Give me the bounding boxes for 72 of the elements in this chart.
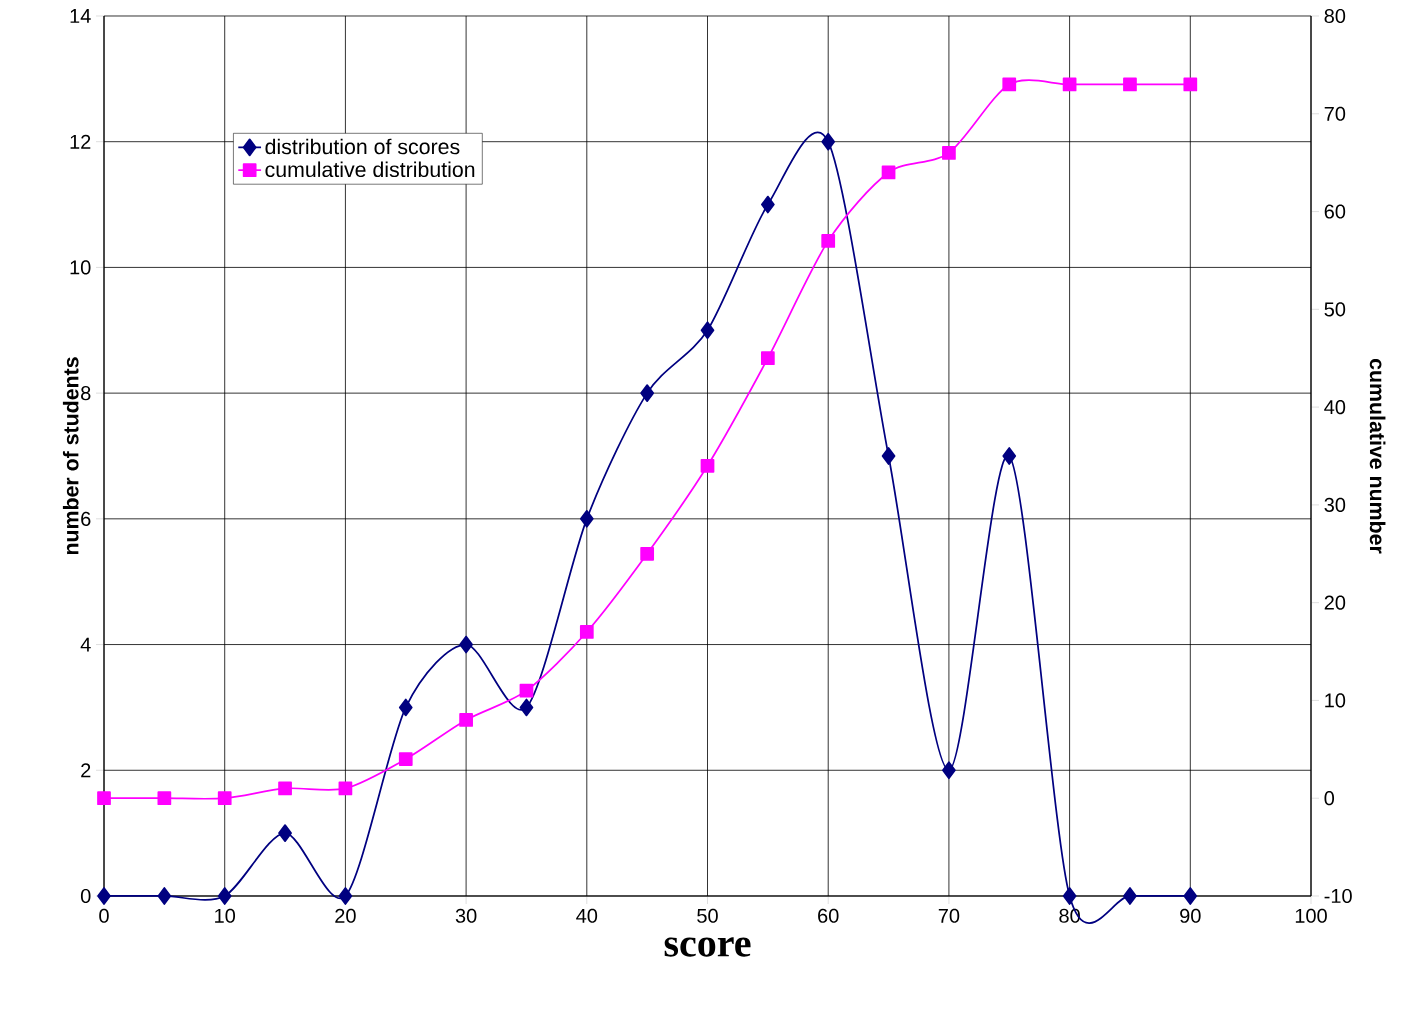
- point: [1062, 887, 1077, 905]
- y-axis-title: number of students: [62, 357, 79, 555]
- point: [519, 698, 534, 717]
- point: [942, 146, 956, 160]
- point: [97, 791, 111, 806]
- point: [217, 887, 232, 905]
- y-tick-label: 14: [70, 9, 91, 23]
- y-tick-label: 12: [70, 134, 91, 149]
- point: [97, 887, 111, 905]
- point: [881, 165, 896, 180]
- point: [217, 791, 232, 806]
- y2-tick-label: 20: [1324, 595, 1346, 610]
- point: [579, 625, 594, 639]
- point: [700, 458, 715, 473]
- y-tick-label: 0: [80, 888, 91, 904]
- x-axis-title: score: [664, 937, 751, 957]
- point: [459, 713, 473, 727]
- point: [157, 791, 172, 806]
- x-tick-label: 100: [1295, 908, 1327, 923]
- y-tick-label: 8: [81, 386, 91, 401]
- y-tick-label: 6: [81, 511, 91, 526]
- point: [1123, 887, 1137, 905]
- x-tick-label: 10: [215, 908, 236, 923]
- y2-tick-label: 50: [1324, 302, 1346, 317]
- point: [278, 781, 292, 796]
- y2-tick-label: 40: [1324, 400, 1346, 415]
- y2-tick-label: 60: [1324, 204, 1346, 219]
- x-tick-label: 60: [818, 908, 839, 923]
- point: [398, 752, 413, 766]
- point: [1002, 77, 1017, 92]
- point: [821, 132, 836, 151]
- point: [338, 781, 353, 796]
- point: [398, 698, 413, 717]
- point: [760, 195, 775, 214]
- y2-tick-label: 10: [1325, 693, 1346, 708]
- point: [519, 683, 534, 698]
- x-tick-label: 40: [576, 908, 598, 923]
- x-tick-label: 90: [1180, 908, 1201, 923]
- point: [157, 887, 172, 905]
- x-tick-label: 50: [697, 908, 718, 923]
- x-tick-label: 20: [335, 908, 356, 923]
- x-tick-label: 80: [1059, 908, 1080, 923]
- point: [459, 635, 473, 654]
- point: [1062, 77, 1077, 92]
- x-tick-label: 70: [938, 908, 960, 923]
- legend-label: distribution of scores: [265, 138, 460, 155]
- y2-axis-title: cumulative number: [1369, 359, 1386, 554]
- point: [942, 761, 956, 780]
- y2-tick-label: 80: [1324, 8, 1346, 24]
- legend-label: cumulative distribution: [265, 161, 475, 178]
- y2-tick-label: 30: [1324, 497, 1346, 512]
- point: [1183, 887, 1198, 905]
- point: [278, 824, 292, 842]
- y2-tick-label: -10: [1324, 888, 1352, 904]
- point: [700, 321, 715, 340]
- y2-tick-label: 0: [1324, 791, 1335, 806]
- point: [881, 447, 896, 465]
- point: [640, 384, 655, 402]
- point: [821, 234, 836, 248]
- y-tick-label: 4: [80, 637, 91, 652]
- point: [338, 887, 353, 905]
- point: [760, 351, 775, 366]
- point: [1183, 77, 1198, 92]
- point: [579, 509, 594, 528]
- point: [1002, 447, 1017, 465]
- y2-tick-label: 70: [1324, 106, 1346, 121]
- point: [1123, 77, 1137, 92]
- point: [640, 546, 655, 561]
- y-tick-label: 2: [81, 763, 91, 778]
- x-tick-label: 0: [99, 908, 109, 923]
- y-tick-label: 10: [70, 260, 91, 275]
- x-tick-label: 30: [455, 908, 477, 923]
